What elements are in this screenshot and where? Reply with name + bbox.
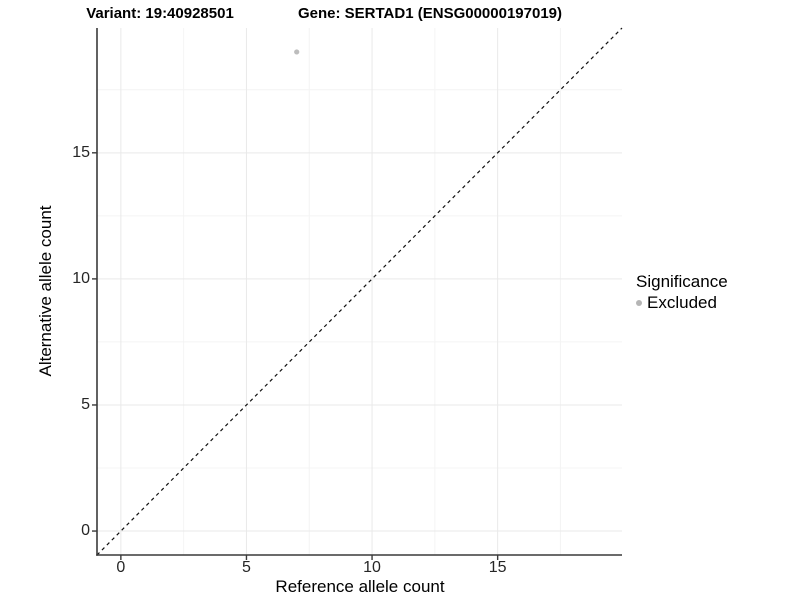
y-tick-label: 15 xyxy=(72,143,90,161)
legend: Significance Excluded xyxy=(636,271,728,314)
y-tick-label: 10 xyxy=(72,269,90,287)
x-tick-label: 5 xyxy=(242,559,251,576)
identity-reference-line xyxy=(96,27,623,556)
excluded-marker-icon xyxy=(636,300,642,306)
y-axis-title: Alternative allele count xyxy=(36,205,55,377)
x-tick-label: 10 xyxy=(363,559,381,576)
legend-title: Significance xyxy=(636,272,728,291)
y-tick-label: 0 xyxy=(81,522,90,540)
legend-item-excluded: Excluded xyxy=(636,292,728,314)
plot-title-variant: Variant: 19:40928501 xyxy=(86,5,234,22)
x-tick-label: 0 xyxy=(116,559,126,576)
x-tick-label: 15 xyxy=(488,559,507,576)
data-point xyxy=(294,49,300,55)
plot-title-gene: Gene: SERTAD1 (ENSG00000197019) xyxy=(297,5,563,22)
legend-item-label: Excluded xyxy=(647,293,717,312)
x-axis-title: Reference allele count xyxy=(275,577,445,596)
y-tick-label: 5 xyxy=(81,395,90,413)
